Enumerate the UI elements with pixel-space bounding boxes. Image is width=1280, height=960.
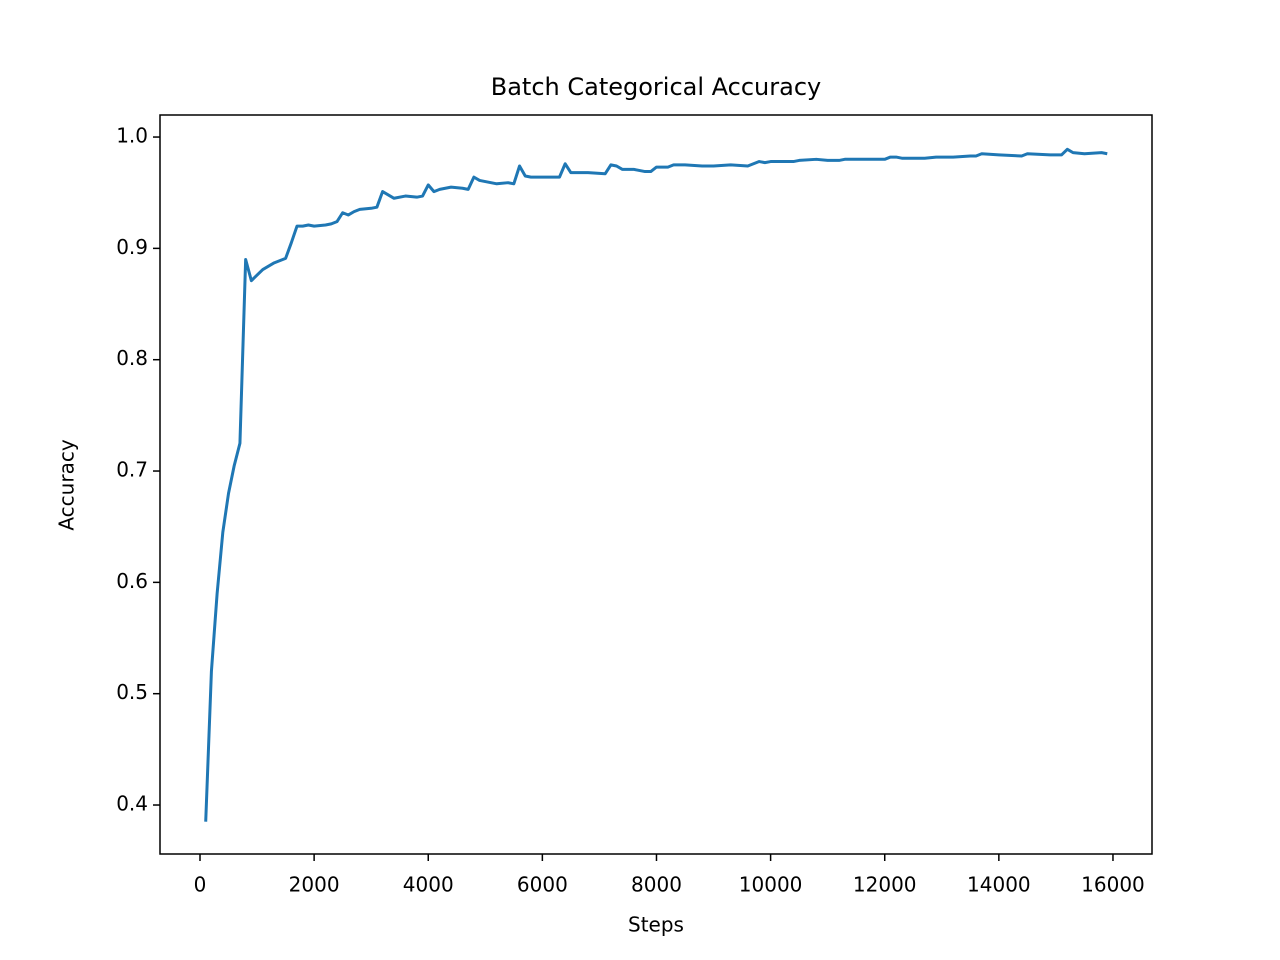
y-tick-label: 0.7 xyxy=(116,458,148,482)
x-tick-label: 4000 xyxy=(403,873,454,897)
x-tick-label: 2000 xyxy=(289,873,340,897)
y-tick-label: 0.4 xyxy=(116,792,148,816)
y-axis-label: Accuracy xyxy=(55,439,79,530)
x-tick-label: 6000 xyxy=(517,873,568,897)
x-tick-label: 14000 xyxy=(967,873,1031,897)
x-tick-label: 10000 xyxy=(739,873,803,897)
x-tick-label: 12000 xyxy=(853,873,917,897)
y-tick-label: 0.5 xyxy=(116,680,148,704)
x-axis-label: Steps xyxy=(628,913,684,937)
y-tick-label: 0.6 xyxy=(116,569,148,593)
y-tick-label: 1.0 xyxy=(116,124,148,148)
axes-frame xyxy=(159,114,1153,855)
x-tick-label: 16000 xyxy=(1081,873,1145,897)
data-line xyxy=(204,147,1108,822)
x-tick-label: 0 xyxy=(194,873,207,897)
y-tick-label: 0.9 xyxy=(116,235,148,259)
x-tick-label: 8000 xyxy=(631,873,682,897)
chart-title: Batch Categorical Accuracy xyxy=(491,73,821,101)
y-tick-label: 0.8 xyxy=(116,346,148,370)
